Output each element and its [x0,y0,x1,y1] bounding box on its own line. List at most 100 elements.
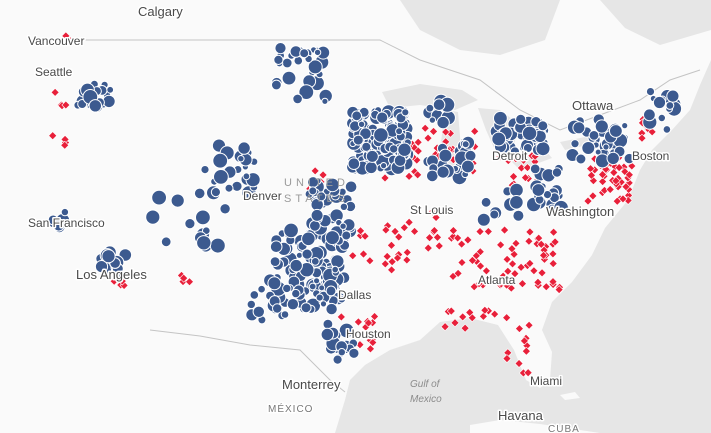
diamond-marker[interactable] [481,266,491,276]
diamond-marker[interactable] [516,262,526,272]
circle-marker[interactable] [52,219,66,232]
circle-marker[interactable] [602,143,610,151]
diamond-marker[interactable] [476,261,485,271]
circle-marker[interactable] [246,299,257,310]
diamond-marker[interactable] [353,317,363,327]
circle-marker[interactable] [295,251,303,259]
diamond-marker[interactable] [520,173,530,183]
circle-marker[interactable] [464,149,477,162]
circle-marker[interactable] [515,113,527,126]
circle-marker[interactable] [88,99,103,113]
diamond-marker[interactable] [412,206,422,216]
diamond-marker[interactable] [318,170,328,180]
circle-marker[interactable] [339,202,349,212]
diamond-marker[interactable] [503,266,513,276]
diamond-marker[interactable] [502,254,512,264]
diamond-marker[interactable] [518,279,527,289]
circle-marker[interactable] [196,235,212,251]
circle-marker[interactable] [145,209,161,225]
diamond-marker[interactable] [609,168,619,177]
circle-marker[interactable] [269,256,281,268]
diamond-marker[interactable] [365,256,375,266]
diamond-marker[interactable] [511,238,521,248]
circle-marker[interactable] [325,177,340,193]
circle-marker[interactable] [531,183,546,197]
circle-marker[interactable] [426,169,439,183]
diamond-marker[interactable] [533,277,543,287]
circle-marker[interactable] [310,257,320,266]
circle-marker[interactable] [242,172,251,181]
diamond-marker[interactable] [429,226,439,236]
diamond-marker[interactable] [310,166,320,176]
circle-marker[interactable] [665,101,675,110]
diamond-marker[interactable] [548,249,558,259]
circle-marker[interactable] [289,258,303,273]
circle-marker[interactable] [184,218,196,230]
diamond-marker[interactable] [370,312,379,321]
circle-marker[interactable] [359,127,372,140]
diamond-marker[interactable] [360,231,370,241]
circle-marker[interactable] [224,183,234,193]
diamond-marker[interactable] [469,282,479,292]
circle-marker[interactable] [300,302,312,314]
circle-marker[interactable] [344,180,358,194]
circle-marker[interactable] [380,162,388,170]
circle-marker[interactable] [512,209,525,222]
circle-marker[interactable] [652,95,667,110]
circle-marker[interactable] [337,294,347,304]
diamond-marker[interactable] [394,232,404,242]
circle-marker[interactable] [645,87,656,97]
circle-marker[interactable] [621,122,629,130]
diamond-marker[interactable] [364,318,373,328]
circle-marker[interactable] [436,115,450,130]
circle-marker[interactable] [318,284,326,292]
diamond-marker[interactable] [598,177,608,187]
circle-marker[interactable] [376,111,389,124]
circle-marker[interactable] [308,186,318,196]
circle-marker[interactable] [551,167,563,178]
circle-marker[interactable] [219,203,231,215]
diamond-marker[interactable] [536,239,546,249]
circle-marker[interactable] [428,116,437,124]
circle-marker[interactable] [325,285,337,297]
diamond-marker[interactable] [440,207,450,216]
circle-marker[interactable] [237,141,251,155]
circle-marker[interactable] [94,260,109,274]
diamond-marker[interactable] [458,312,468,322]
circle-marker[interactable] [321,97,329,105]
diamond-marker[interactable] [425,233,434,243]
diamond-marker[interactable] [336,312,346,322]
circle-marker[interactable] [489,209,500,220]
diamond-marker[interactable] [537,268,547,278]
circle-marker[interactable] [338,322,355,339]
circle-marker[interactable] [509,146,521,157]
diamond-marker[interactable] [583,196,593,206]
diamond-marker[interactable] [448,226,458,235]
diamond-marker[interactable] [413,170,423,180]
diamond-marker[interactable] [423,243,433,253]
diamond-marker[interactable] [621,182,631,192]
circle-marker[interactable] [575,153,587,165]
diamond-marker[interactable] [529,266,539,276]
diamond-marker[interactable] [614,163,624,172]
circle-marker[interactable] [316,191,327,202]
circle-marker[interactable] [657,113,666,123]
circle-marker[interactable] [521,125,538,142]
diamond-marker[interactable] [502,280,512,290]
circle-marker[interactable] [200,165,210,175]
diamond-marker[interactable] [109,276,119,286]
diamond-marker[interactable] [647,127,657,137]
circle-marker[interactable] [594,119,609,134]
diamond-marker[interactable] [393,253,402,263]
circle-marker[interactable] [209,237,226,254]
circle-marker[interactable] [281,70,297,86]
circle-marker[interactable] [609,124,623,138]
diamond-marker[interactable] [440,322,450,332]
diamond-marker[interactable] [413,137,423,147]
circle-marker[interactable] [553,199,569,216]
circle-marker[interactable] [195,209,211,226]
circle-marker[interactable] [395,127,404,136]
diamond-marker[interactable] [404,171,414,181]
diamond-marker[interactable] [539,250,548,260]
circle-marker[interactable] [301,231,316,247]
